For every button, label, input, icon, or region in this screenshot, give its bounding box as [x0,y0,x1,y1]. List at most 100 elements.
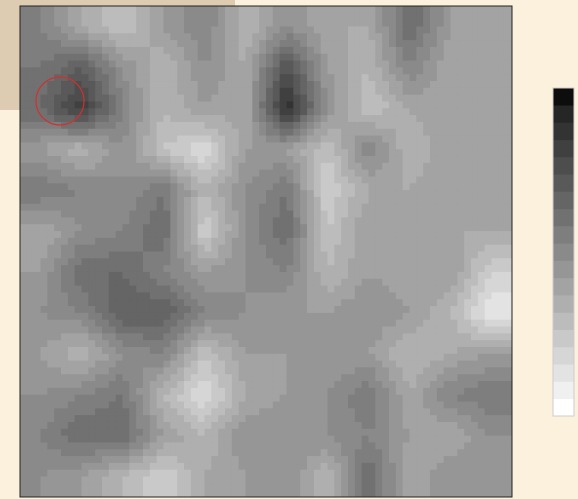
contour-cell [395,121,404,130]
contour-cell [74,115,83,123]
contour-cell [430,408,438,416]
contour-cell [450,26,458,34]
contour-cell [108,6,117,14]
contour-cell [443,346,452,355]
contour-cell [122,53,130,62]
contour-cell [375,435,383,444]
contour-cell [177,326,185,334]
contour-cell [341,456,349,464]
contour-cell [115,360,124,369]
contour-cell [457,231,465,239]
contour-cell [320,278,329,287]
contour-cell [272,237,281,246]
contour-cell [313,60,322,68]
contour-cell [436,360,445,369]
contour-cell [327,6,335,14]
contour-cell [26,67,35,75]
contour-cell [402,26,411,34]
contour-cell [163,217,171,225]
contour-cell [279,26,288,34]
contour-cell [361,101,370,109]
contour-cell [136,292,144,300]
contour-cell [20,210,28,219]
contour-cell [156,26,165,34]
contour-cell [190,476,199,484]
contour-cell [334,101,342,109]
contour-cell [313,74,322,82]
contour-cell [471,46,479,55]
contour-cell [197,183,206,191]
contour-cell [491,265,499,273]
contour-cell [375,156,383,164]
contour-cell [471,319,479,328]
contour-cell [122,340,130,348]
contour-cell [436,244,445,253]
contour-cell [163,251,171,259]
contour-cell [375,387,383,396]
contour-cell [266,149,274,157]
contour-cell [395,415,404,423]
contour-cell [375,6,383,14]
contour-cell [416,271,424,280]
contour-cell [81,265,89,273]
contour-cell [170,387,178,396]
contour-cell [81,6,89,14]
contour-cell [471,33,479,41]
contour-cell [40,210,48,219]
contour-cell [423,387,431,396]
contour-cell [484,442,493,450]
contour-cell [389,74,397,82]
contour-cell [136,408,144,416]
contour-cell [443,435,452,444]
contour-cell [211,271,219,280]
contour-cell [20,476,28,484]
contour-cell [313,333,322,341]
contour-cell [238,231,247,239]
contour-cell [416,244,424,253]
contour-cell [361,401,370,409]
contour-cell [54,87,62,96]
contour-cell [471,190,479,198]
contour-cell [361,394,370,403]
contour-cell [409,115,417,123]
contour-cell [149,469,158,478]
contour-cell [245,81,253,89]
contour-cell [115,108,124,116]
contour-cell [402,408,411,416]
contour-cell [450,244,458,253]
contour-cell [238,183,247,191]
contour-cell [395,108,404,116]
contour-cell [334,12,342,21]
contour-cell [498,258,506,266]
contour-cell [252,251,260,259]
contour-cell [252,231,260,239]
contour-cell [430,456,438,464]
contour-cell [218,292,226,300]
contour-cell [382,53,390,62]
contour-cell [320,53,329,62]
contour-cell [334,40,342,48]
contour-cell [464,203,472,212]
contour-cell [348,340,356,348]
contour-cell [457,401,465,409]
contour-cell [143,156,151,164]
contour-cell [108,210,117,219]
contour-cell [450,442,458,450]
contour-cell [389,401,397,409]
contour-cell [272,333,281,341]
contour-cell [67,33,76,41]
contour-cell [354,367,363,375]
contour-cell [368,442,376,450]
contour-cell [382,421,390,430]
contour-cell [395,46,404,55]
contour-cell [218,312,226,321]
contour-cell [361,231,370,239]
contour-cell [375,196,383,205]
contour-cell [382,142,390,150]
contour-cell [259,312,267,321]
contour-cell [197,421,206,430]
contour-cell [341,251,349,259]
contour-cell [33,162,42,171]
contour-cell [307,190,315,198]
contour-cell [88,469,96,478]
